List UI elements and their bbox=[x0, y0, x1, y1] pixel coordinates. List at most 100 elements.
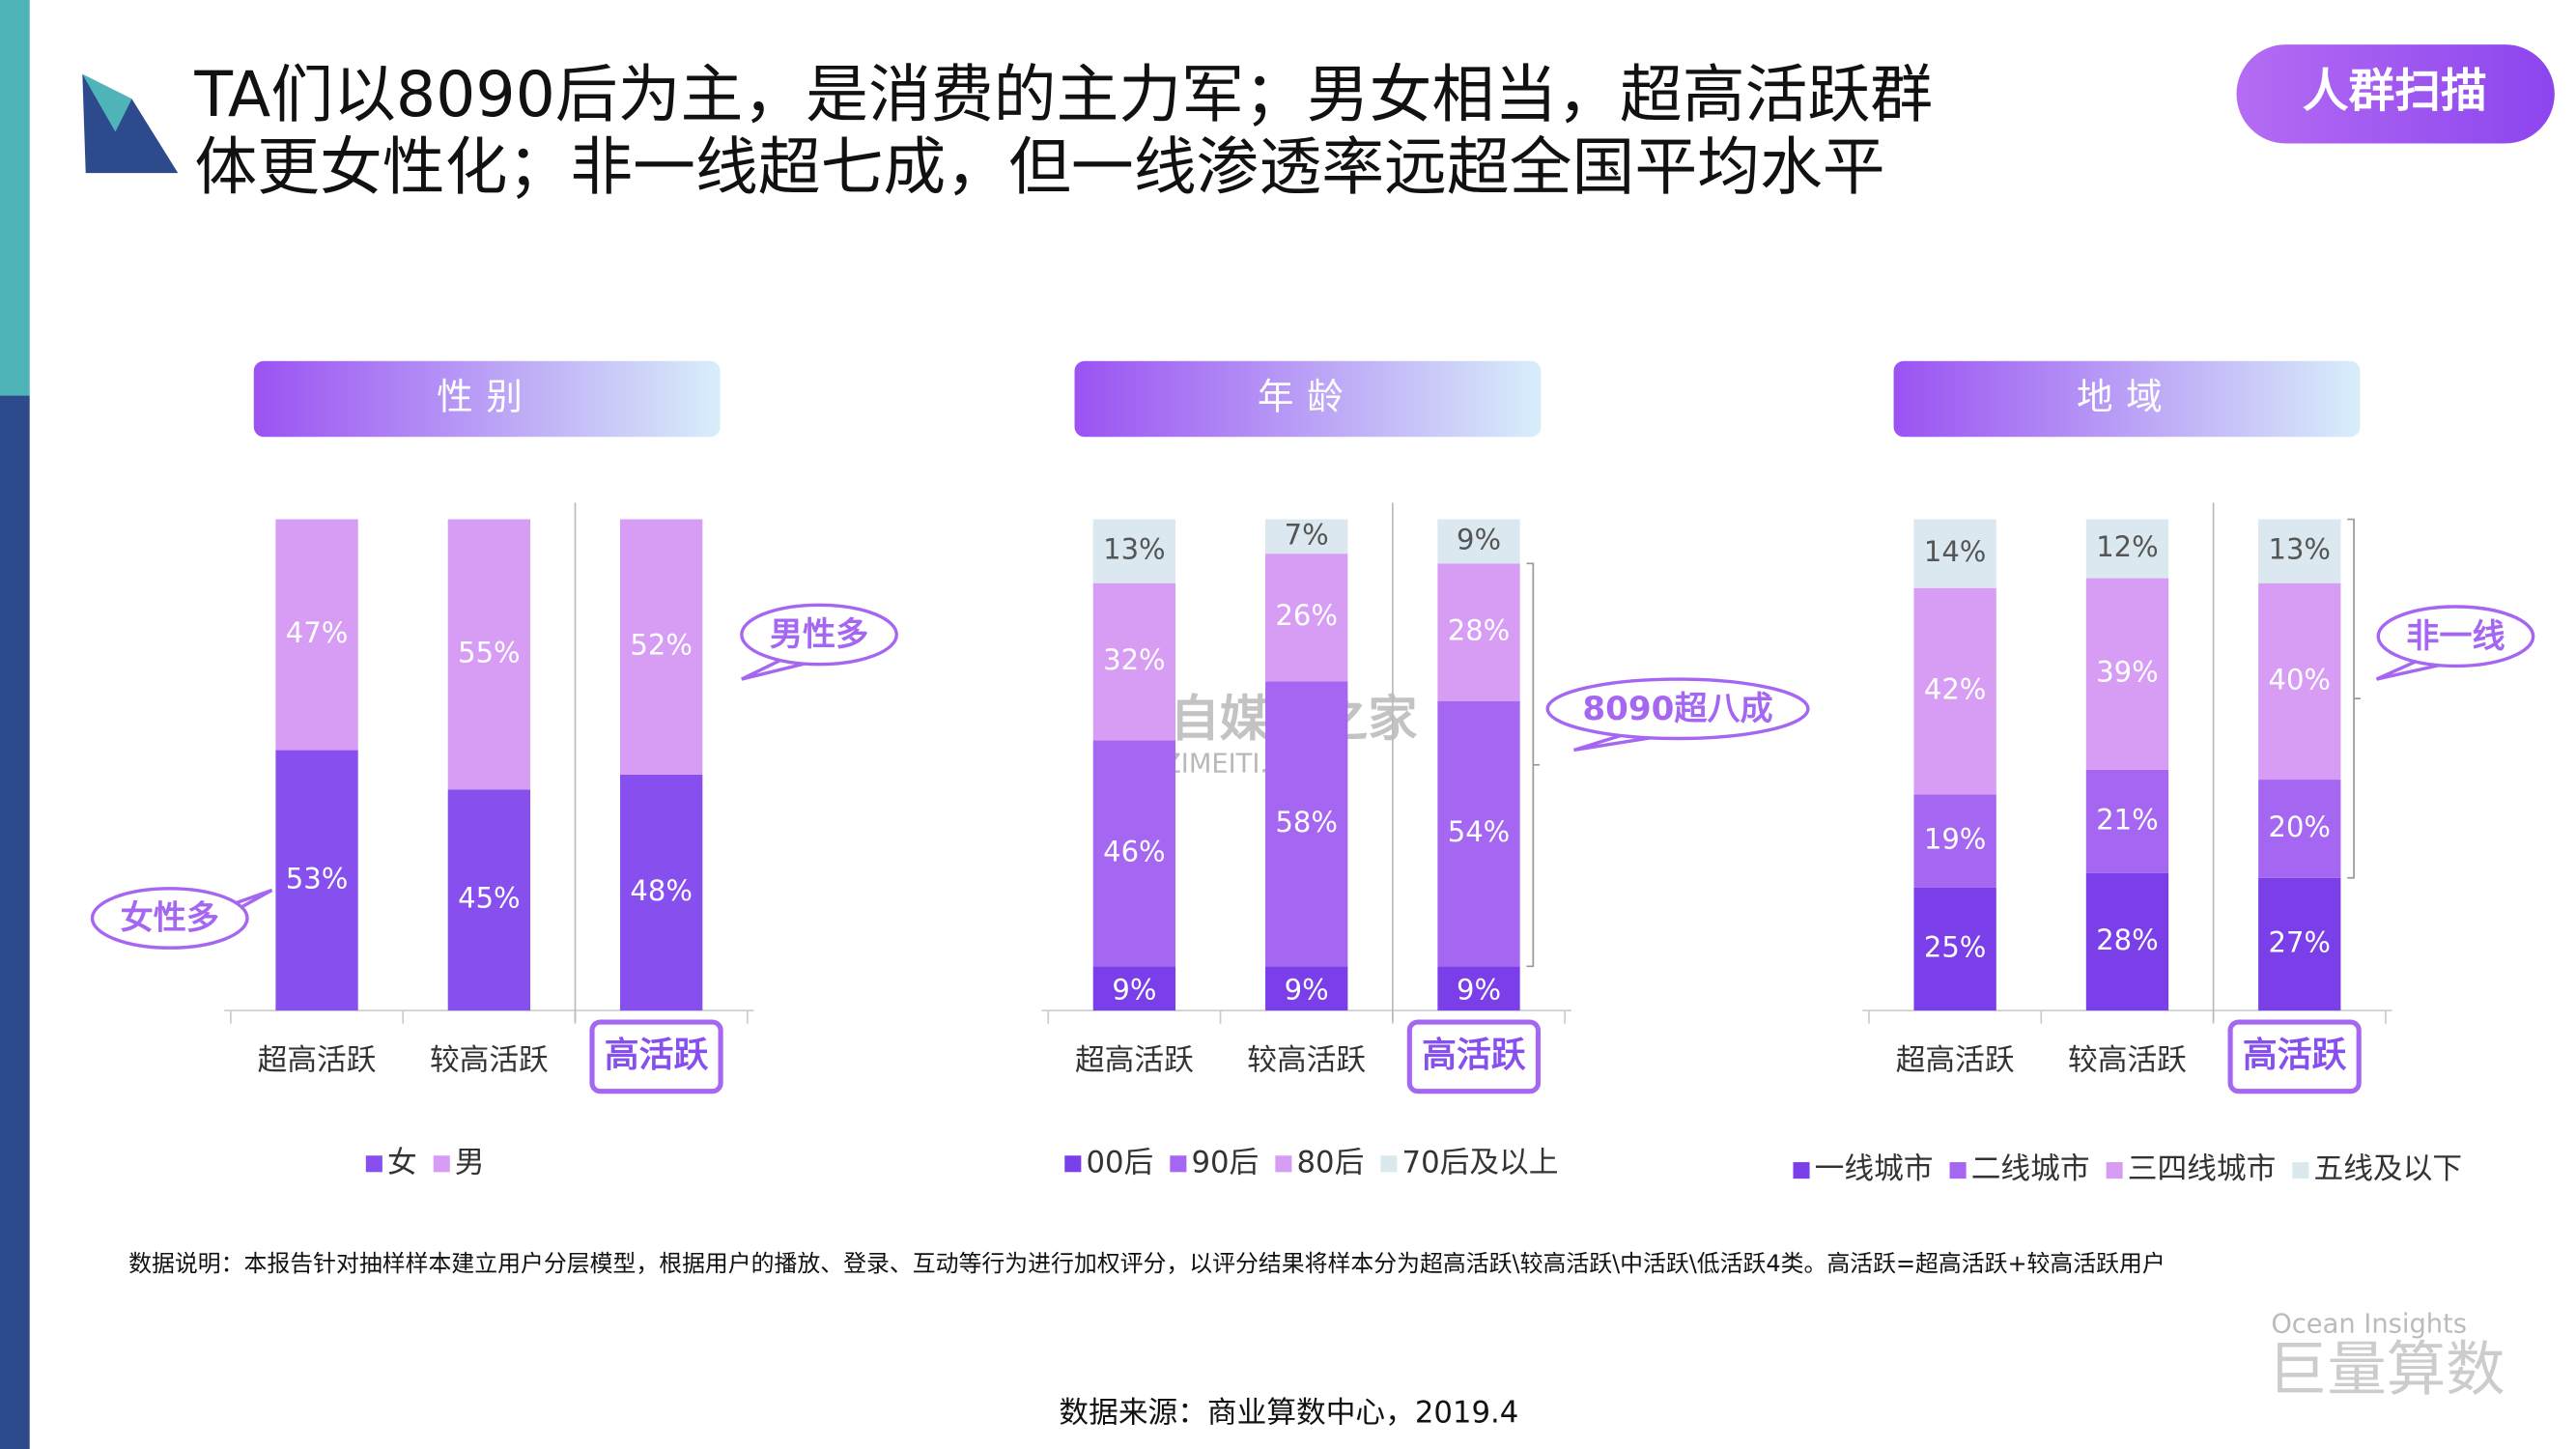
panel-title-bg bbox=[1074, 360, 1542, 438]
value-label: 26% bbox=[1275, 599, 1337, 632]
legend-label: 00后 bbox=[1086, 1145, 1153, 1179]
bar-segment bbox=[2085, 769, 2169, 873]
annotation: 非一线 bbox=[2406, 617, 2505, 656]
legend-swatch bbox=[433, 1155, 450, 1173]
bar-segment bbox=[1437, 519, 1520, 564]
value-label: 28% bbox=[1448, 614, 1510, 647]
legend-swatch bbox=[2292, 1162, 2309, 1179]
bracket bbox=[2347, 518, 2361, 879]
value-label: 14% bbox=[1924, 535, 1986, 568]
bar-segment bbox=[1265, 519, 1348, 554]
panel-title-bg bbox=[1893, 360, 2361, 438]
annotation: 8090超八成 bbox=[1582, 690, 1772, 728]
value-label: 54% bbox=[1448, 815, 1510, 848]
x-tick-label: 高活跃 bbox=[1422, 1036, 1526, 1075]
x-tick-label: 高活跃 bbox=[605, 1036, 709, 1075]
x-tick-label: 高活跃 bbox=[2243, 1036, 2347, 1075]
legend-swatch bbox=[1793, 1162, 1810, 1179]
bar-segment bbox=[275, 519, 358, 751]
highlight-box bbox=[2227, 1019, 2362, 1094]
bar-segment bbox=[2258, 519, 2341, 583]
legend-label: 一线城市 bbox=[1815, 1151, 1934, 1186]
panel-title: 性别 bbox=[437, 375, 535, 417]
value-label: 47% bbox=[286, 616, 348, 649]
value-label: 9% bbox=[1285, 974, 1329, 1007]
bar-segment bbox=[620, 774, 703, 1011]
x-tick-label: 较高活跃 bbox=[2068, 1042, 2187, 1077]
bar-segment bbox=[1437, 966, 1520, 1011]
value-label: 13% bbox=[1103, 533, 1165, 566]
value-label: 9% bbox=[1457, 523, 1501, 555]
value-label: 19% bbox=[1924, 823, 1986, 856]
value-label: 13% bbox=[2269, 533, 2331, 566]
bar-segment bbox=[1437, 563, 1520, 701]
bar-segment bbox=[1092, 519, 1176, 583]
bar-segment bbox=[275, 750, 358, 1011]
bar-segment bbox=[1265, 966, 1348, 1011]
legend-label: 二线城市 bbox=[1971, 1151, 2090, 1186]
x-tick-label: 超高活跃 bbox=[1075, 1042, 1194, 1077]
value-label: 20% bbox=[2269, 810, 2331, 843]
bar-segment bbox=[2085, 872, 2169, 1011]
legend-label: 五线及以下 bbox=[2314, 1151, 2463, 1186]
value-label: 40% bbox=[2269, 663, 2331, 696]
source: 数据来源：商业算数中心，2019.4 bbox=[1059, 1396, 1518, 1431]
value-label: 45% bbox=[458, 882, 520, 915]
legend-label: 70后及以上 bbox=[1402, 1145, 1559, 1179]
annotation-bubble bbox=[2376, 605, 2535, 668]
legend-label: 女 bbox=[387, 1145, 417, 1179]
x-tick-label: 超高活跃 bbox=[258, 1042, 377, 1077]
value-label: 28% bbox=[2096, 923, 2158, 956]
value-label: 53% bbox=[286, 862, 348, 895]
legend-swatch bbox=[1275, 1155, 1292, 1173]
legend-label: 男 bbox=[455, 1145, 485, 1179]
bar-segment bbox=[447, 789, 531, 1011]
bar-segment bbox=[2085, 519, 2169, 579]
bar-segment bbox=[1913, 587, 1996, 795]
annotation-bubble bbox=[90, 887, 249, 950]
value-label: 9% bbox=[1457, 974, 1501, 1007]
value-label: 48% bbox=[630, 874, 692, 907]
value-label: 55% bbox=[458, 636, 520, 668]
highlight-box bbox=[589, 1019, 723, 1094]
badge bbox=[2236, 44, 2555, 144]
value-label: 42% bbox=[1924, 673, 1986, 706]
bar-segment bbox=[620, 519, 703, 775]
title: TA们以8090后为主，是消费的主力军；男女相当，超高活跃群 bbox=[193, 59, 1933, 131]
note: 数据说明：本报告针对抽样样本建立用户分层模型，根据用户的播放、登录、互动等行为进… bbox=[128, 1250, 2166, 1277]
value-label: 58% bbox=[1275, 806, 1337, 838]
bar-segment bbox=[2258, 877, 2341, 1011]
badge-text: 人群扫描 bbox=[2303, 65, 2487, 118]
bar-segment bbox=[2258, 780, 2341, 878]
bar-segment bbox=[447, 519, 531, 790]
legend-swatch bbox=[2106, 1162, 2123, 1179]
value-label: 39% bbox=[2096, 656, 2158, 689]
bar-segment bbox=[1913, 519, 1996, 588]
annotation-bubble bbox=[1545, 677, 1810, 741]
bar-segment bbox=[1265, 554, 1348, 682]
value-label: 46% bbox=[1103, 835, 1165, 867]
value-label: 25% bbox=[1924, 931, 1986, 964]
bar-segment bbox=[1092, 966, 1176, 1011]
highlight-box bbox=[1406, 1019, 1541, 1094]
bar-segment bbox=[2085, 578, 2169, 770]
value-label: 9% bbox=[1112, 974, 1156, 1007]
legend-swatch bbox=[1949, 1162, 1967, 1179]
bar-segment bbox=[1437, 700, 1520, 967]
bar-segment bbox=[1092, 740, 1176, 967]
legend-swatch bbox=[1170, 1155, 1187, 1173]
stripe bbox=[0, 0, 30, 396]
legend-label: 80后 bbox=[1297, 1145, 1365, 1179]
value-label: 52% bbox=[630, 629, 692, 662]
bar-segment bbox=[1265, 681, 1348, 967]
value-label: 12% bbox=[2096, 530, 2158, 563]
title: 体更女性化；非一线超七成，但一线渗透率远超全国平均水平 bbox=[194, 131, 1884, 204]
logo-en: Ocean Insights bbox=[2271, 1310, 2467, 1340]
bar-segment bbox=[1913, 794, 1996, 888]
x-tick-label: 超高活跃 bbox=[1896, 1042, 2015, 1077]
bar-segment bbox=[1913, 887, 1996, 1011]
x-tick-label: 较高活跃 bbox=[430, 1042, 549, 1077]
